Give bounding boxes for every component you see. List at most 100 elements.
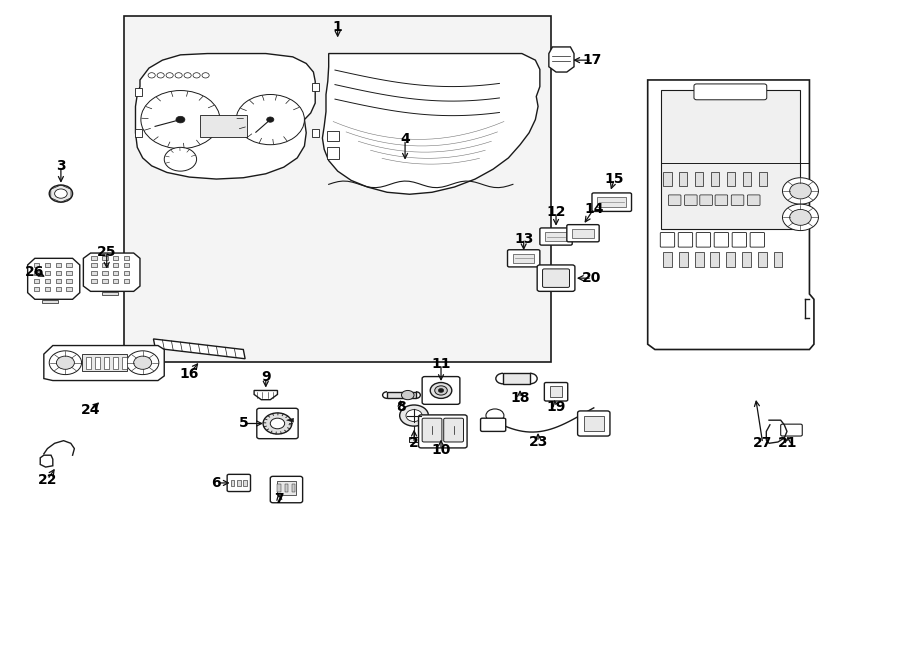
Bar xyxy=(135,129,142,137)
Bar xyxy=(327,132,339,141)
Bar xyxy=(695,173,703,185)
Bar xyxy=(727,173,735,185)
Text: 10: 10 xyxy=(431,443,451,457)
Polygon shape xyxy=(549,47,574,72)
Bar xyxy=(243,480,247,487)
Bar xyxy=(34,279,40,283)
Text: 20: 20 xyxy=(582,271,602,285)
Text: 5: 5 xyxy=(238,416,248,430)
Circle shape xyxy=(789,183,811,199)
Text: 23: 23 xyxy=(528,435,548,449)
Bar xyxy=(103,263,108,267)
Bar xyxy=(276,481,296,495)
Text: 16: 16 xyxy=(180,367,199,381)
FancyBboxPatch shape xyxy=(578,411,610,436)
Polygon shape xyxy=(286,418,293,422)
Bar xyxy=(742,173,751,185)
FancyBboxPatch shape xyxy=(685,195,698,205)
Circle shape xyxy=(406,410,422,422)
Bar xyxy=(695,252,704,267)
Bar xyxy=(663,173,671,185)
Bar xyxy=(56,263,61,267)
Circle shape xyxy=(134,356,152,369)
Circle shape xyxy=(782,204,818,230)
Circle shape xyxy=(438,389,444,393)
Circle shape xyxy=(55,189,68,198)
Bar xyxy=(663,252,672,267)
Text: 9: 9 xyxy=(261,370,271,384)
FancyBboxPatch shape xyxy=(444,418,464,442)
FancyBboxPatch shape xyxy=(544,383,568,401)
Bar xyxy=(311,83,319,91)
Bar xyxy=(124,16,551,362)
Text: 17: 17 xyxy=(582,53,602,67)
FancyBboxPatch shape xyxy=(750,232,764,247)
Bar xyxy=(34,287,40,291)
Bar xyxy=(113,256,119,260)
Text: 11: 11 xyxy=(431,357,451,371)
FancyBboxPatch shape xyxy=(508,250,540,267)
Bar xyxy=(759,173,767,185)
Bar xyxy=(503,373,530,384)
FancyBboxPatch shape xyxy=(481,418,506,432)
FancyBboxPatch shape xyxy=(780,424,802,436)
Bar xyxy=(56,279,61,283)
Bar xyxy=(92,271,97,275)
Bar xyxy=(113,279,119,283)
Polygon shape xyxy=(84,253,140,291)
Text: 4: 4 xyxy=(400,132,410,146)
FancyBboxPatch shape xyxy=(256,408,298,439)
Circle shape xyxy=(141,91,220,149)
Bar xyxy=(584,416,604,432)
Bar xyxy=(387,392,416,399)
Circle shape xyxy=(176,117,184,123)
FancyBboxPatch shape xyxy=(270,477,302,502)
Bar xyxy=(67,279,72,283)
Polygon shape xyxy=(322,54,540,194)
Text: 6: 6 xyxy=(212,476,221,490)
Text: 25: 25 xyxy=(97,245,116,259)
Bar xyxy=(679,252,688,267)
Bar xyxy=(67,271,72,275)
Bar xyxy=(711,173,719,185)
Bar xyxy=(45,279,50,283)
FancyBboxPatch shape xyxy=(747,195,760,205)
Circle shape xyxy=(400,405,428,426)
Circle shape xyxy=(57,356,75,369)
Bar xyxy=(661,90,800,228)
Circle shape xyxy=(236,95,304,145)
Polygon shape xyxy=(40,455,53,467)
Polygon shape xyxy=(154,339,245,359)
Circle shape xyxy=(782,177,818,204)
Bar xyxy=(124,279,130,283)
Circle shape xyxy=(266,117,274,122)
Bar xyxy=(124,263,130,267)
Text: 18: 18 xyxy=(510,391,530,405)
FancyBboxPatch shape xyxy=(227,475,250,491)
Bar xyxy=(230,480,234,487)
Bar xyxy=(277,485,281,492)
Polygon shape xyxy=(28,258,80,299)
Text: 26: 26 xyxy=(25,265,44,279)
Text: 22: 22 xyxy=(38,473,58,487)
Text: 8: 8 xyxy=(396,400,406,414)
Bar xyxy=(45,263,50,267)
Text: 19: 19 xyxy=(546,400,566,414)
Text: 21: 21 xyxy=(778,436,797,450)
Bar xyxy=(104,357,110,369)
FancyBboxPatch shape xyxy=(715,232,729,247)
Bar xyxy=(598,197,626,207)
Bar xyxy=(124,271,130,275)
Bar xyxy=(284,485,288,492)
Bar xyxy=(92,279,97,283)
Circle shape xyxy=(50,185,73,202)
Circle shape xyxy=(50,351,82,375)
Bar xyxy=(42,300,58,303)
Bar xyxy=(67,287,72,291)
FancyBboxPatch shape xyxy=(422,418,442,442)
Text: 2: 2 xyxy=(410,436,418,450)
FancyBboxPatch shape xyxy=(694,84,767,100)
Bar xyxy=(292,485,295,492)
Text: 12: 12 xyxy=(546,205,566,219)
FancyBboxPatch shape xyxy=(679,232,693,247)
